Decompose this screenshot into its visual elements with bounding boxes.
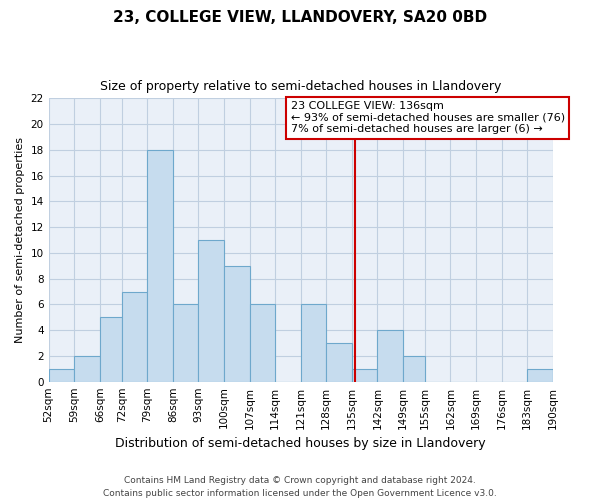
- Y-axis label: Number of semi-detached properties: Number of semi-detached properties: [15, 137, 25, 343]
- Bar: [49, 369, 74, 382]
- Bar: [100, 318, 122, 382]
- Bar: [403, 356, 425, 382]
- Bar: [352, 369, 377, 382]
- Bar: [553, 369, 578, 382]
- Bar: [326, 343, 352, 382]
- Bar: [122, 292, 147, 382]
- Text: 23 COLLEGE VIEW: 136sqm
← 93% of semi-detached houses are smaller (76)
7% of sem: 23 COLLEGE VIEW: 136sqm ← 93% of semi-de…: [290, 101, 565, 134]
- Bar: [147, 150, 173, 382]
- Bar: [527, 369, 553, 382]
- Bar: [74, 356, 100, 382]
- Text: Contains HM Land Registry data © Crown copyright and database right 2024.
Contai: Contains HM Land Registry data © Crown c…: [103, 476, 497, 498]
- Bar: [377, 330, 403, 382]
- Bar: [173, 304, 199, 382]
- Bar: [199, 240, 224, 382]
- Bar: [301, 304, 326, 382]
- Bar: [224, 266, 250, 382]
- Text: 23, COLLEGE VIEW, LLANDOVERY, SA20 0BD: 23, COLLEGE VIEW, LLANDOVERY, SA20 0BD: [113, 10, 487, 25]
- Bar: [250, 304, 275, 382]
- Title: Size of property relative to semi-detached houses in Llandovery: Size of property relative to semi-detach…: [100, 80, 502, 93]
- X-axis label: Distribution of semi-detached houses by size in Llandovery: Distribution of semi-detached houses by …: [115, 437, 486, 450]
